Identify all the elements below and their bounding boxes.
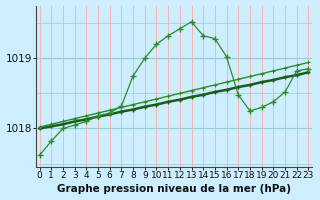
X-axis label: Graphe pression niveau de la mer (hPa): Graphe pression niveau de la mer (hPa): [57, 184, 291, 194]
